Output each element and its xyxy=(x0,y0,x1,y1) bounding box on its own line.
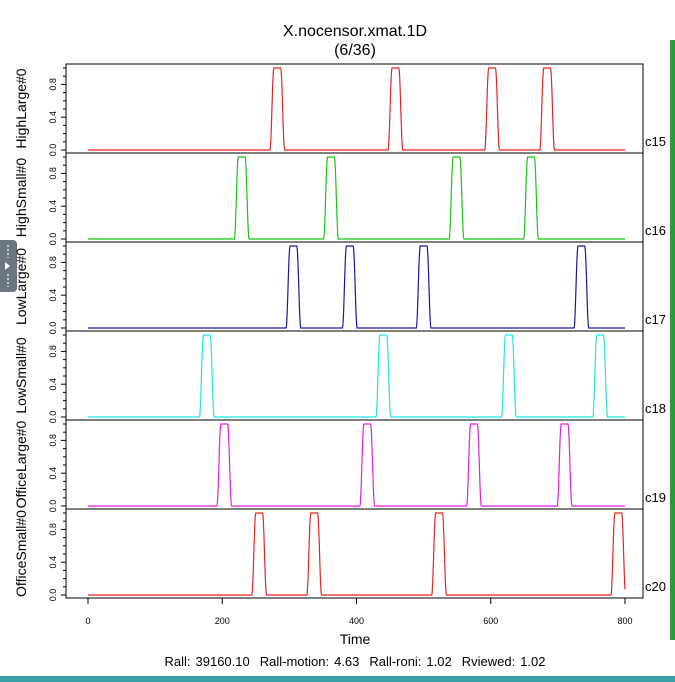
y-tick-label: 0.8 xyxy=(48,256,58,269)
rall-roni-value: 1.02 xyxy=(426,654,451,669)
panel-frame xyxy=(65,63,644,154)
y-tick-label: 0.8 xyxy=(48,167,58,180)
panel-frame xyxy=(65,152,644,243)
grip-dots-icon xyxy=(6,273,10,287)
y-axis-label: OfficeSmall#0 xyxy=(13,510,29,597)
y-tick-label: 0.0 xyxy=(48,500,58,513)
rall-label: Rall: xyxy=(164,654,190,669)
panel-c16: 0.0 0.4 0.8 HighSmall#0 c16 xyxy=(13,152,666,246)
panel-frame xyxy=(65,419,644,510)
window-edge-right xyxy=(670,40,675,640)
panels: 0.0 0.4 0.8 HighLarge#0 c15 0.0 0.4 0.8 HighSmal… xyxy=(13,63,666,602)
y-tick-label: 0.4 xyxy=(48,111,58,124)
panel-frame xyxy=(65,508,644,599)
chart-subtitle: (6/36) xyxy=(334,42,376,59)
y-tick-label: 0.0 xyxy=(48,589,58,602)
panel-tag: c20 xyxy=(645,579,666,594)
y-axis-label: LowSmall#0 xyxy=(13,337,29,413)
panel-c18: 0.0 0.4 0.8 LowSmall#0 c18 xyxy=(13,330,666,424)
x-tick-label: 200 xyxy=(215,616,230,626)
y-tick-label: 0.8 xyxy=(48,78,58,91)
y-tick-label: 0.8 xyxy=(48,523,58,536)
rall-motion-value: 4.63 xyxy=(334,654,359,669)
y-tick-label: 0.8 xyxy=(48,345,58,358)
x-tick-label: 600 xyxy=(483,616,498,626)
x-tick-label: 400 xyxy=(349,616,364,626)
panel-tag: c16 xyxy=(645,223,666,238)
panel-c20: 0.0 0.4 0.8 OfficeSmall#0 c20 xyxy=(13,508,666,602)
x-axis-label: Time xyxy=(340,631,371,647)
y-tick-label: 0.0 xyxy=(48,411,58,424)
chart-title: X.nocensor.xmat.1D xyxy=(283,23,427,40)
rviewed-label: Rviewed: xyxy=(462,654,515,669)
y-tick-label: 0.4 xyxy=(48,556,58,569)
y-tick-label: 0.4 xyxy=(48,467,58,480)
y-axis-label: HighSmall#0 xyxy=(13,158,29,238)
series-line xyxy=(88,512,626,596)
grip-dots-icon xyxy=(6,244,10,258)
chevron-right-icon xyxy=(5,262,10,270)
panel-c15: 0.0 0.4 0.8 HighLarge#0 c15 xyxy=(13,63,666,157)
y-axis-label: LowLarge#0 xyxy=(13,248,29,325)
series-line xyxy=(88,67,625,151)
rall-motion-label: Rall-motion: xyxy=(260,654,329,669)
x-tick-label: 0 xyxy=(85,616,90,626)
footer-stats: Rall: 39160.10 Rall-motion: 4.63 Rall-roni: 1… xyxy=(164,654,545,669)
panel-tag: c15 xyxy=(645,134,666,149)
side-panel-toggle[interactable] xyxy=(0,240,17,292)
y-tick-label: 0.8 xyxy=(48,434,58,447)
y-tick-label: 0.4 xyxy=(48,289,58,302)
panel-frame xyxy=(65,330,644,421)
panel-tag: c18 xyxy=(645,401,666,416)
y-axis-label: HighLarge#0 xyxy=(13,68,29,148)
y-tick-label: 0.0 xyxy=(48,144,58,157)
rall-value: 39160.10 xyxy=(196,654,250,669)
series-line xyxy=(88,156,625,240)
panel-tag: c19 xyxy=(645,490,666,505)
series-line xyxy=(88,245,625,329)
y-axis-label: OfficeLarge#0 xyxy=(13,420,29,508)
panel-c17: 0.0 0.4 0.8 LowLarge#0 c17 xyxy=(13,241,666,335)
y-tick-label: 0.4 xyxy=(48,378,58,391)
x-tick-label: 800 xyxy=(617,616,632,626)
series-line xyxy=(88,334,625,418)
x-axis: 0 200 400 600 800 xyxy=(85,598,633,626)
panel-c19: 0.0 0.4 0.8 OfficeLarge#0 c19 xyxy=(13,419,666,513)
y-tick-label: 0.0 xyxy=(48,322,58,335)
y-tick-label: 0.4 xyxy=(48,200,58,213)
panel-tag: c17 xyxy=(645,312,666,327)
y-tick-label: 0.0 xyxy=(48,233,58,246)
series-line xyxy=(88,423,625,507)
rviewed-value: 1.02 xyxy=(520,654,545,669)
window-edge-bottom xyxy=(0,676,675,682)
rall-roni-label: Rall-roni: xyxy=(369,654,421,669)
